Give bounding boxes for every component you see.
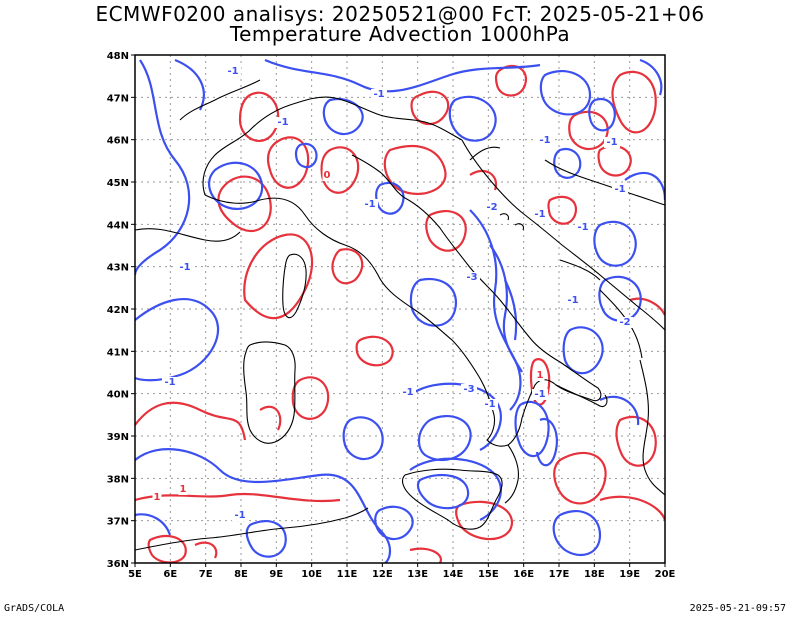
negative-advection-contours bbox=[135, 58, 665, 563]
x-tick-label: 19E bbox=[619, 569, 640, 580]
negative-contour-label: -1 bbox=[227, 66, 238, 77]
y-tick-label: 46N bbox=[107, 136, 129, 147]
negative-contour-label: -1 bbox=[402, 387, 413, 398]
negative-contour-label-bg bbox=[565, 295, 581, 306]
negative-contour-label-bg bbox=[461, 384, 477, 395]
map-title: ECMWF0200 analisys: 20250521@00 FcT: 202… bbox=[95, 2, 705, 26]
latitude-axis: 48N 47N 46N 45N 44N 43N 42N 41N 40N 39N 38N 37N 36N bbox=[107, 51, 135, 570]
y-tick-label: 39N bbox=[107, 432, 129, 443]
negative-contour-label: -1 bbox=[364, 199, 375, 210]
negative-contour-label: -1 bbox=[179, 262, 190, 273]
negative-contour-label: -2 bbox=[619, 317, 630, 328]
negative-contour-label-bg bbox=[604, 137, 620, 148]
x-tick-label: 20E bbox=[655, 569, 676, 580]
negative-contour-label-bg bbox=[162, 377, 178, 388]
positive-contour-label: 0 bbox=[324, 170, 331, 181]
x-tick-label: 10E bbox=[301, 569, 322, 580]
negative-contour-label: -1 bbox=[534, 209, 545, 220]
x-tick-label: 11E bbox=[337, 569, 358, 580]
x-tick-label: 16E bbox=[513, 569, 534, 580]
negative-contour-label: -3 bbox=[466, 272, 477, 283]
negative-contour-label-bg bbox=[371, 89, 387, 100]
negative-contour-label-bg bbox=[532, 389, 548, 400]
negative-contour-label-bg bbox=[537, 135, 553, 146]
y-tick-label: 40N bbox=[107, 390, 129, 401]
negative-contour-label: -1 bbox=[164, 377, 175, 388]
y-tick-label: 44N bbox=[107, 220, 129, 231]
x-tick-label: 17E bbox=[549, 569, 570, 580]
positive-contour-label-bg bbox=[178, 484, 188, 495]
negative-contour-label: -1 bbox=[606, 137, 617, 148]
positive-contour-label: 1 bbox=[154, 492, 161, 503]
negative-contour-label: -1 bbox=[277, 117, 288, 128]
x-tick-label: 5E bbox=[128, 569, 142, 580]
negative-contour-label: -3 bbox=[463, 384, 474, 395]
negative-contour-label: -1 bbox=[373, 89, 384, 100]
y-tick-label: 38N bbox=[107, 474, 129, 485]
positive-contour-label: 1 bbox=[180, 484, 187, 495]
negative-contour-label: -1 bbox=[534, 389, 545, 400]
positive-contour-labels: 0 1 1 1 bbox=[152, 170, 545, 503]
x-tick-label: 12E bbox=[372, 569, 393, 580]
negative-contour-label: -2 bbox=[486, 202, 497, 213]
negative-contour-label-bg bbox=[177, 262, 193, 273]
y-tick-label: 45N bbox=[107, 178, 129, 189]
negative-contour-label-bg bbox=[362, 199, 378, 210]
negative-contour-label-bg bbox=[400, 387, 416, 398]
x-tick-label: 14E bbox=[443, 569, 464, 580]
y-tick-label: 48N bbox=[107, 51, 129, 62]
negative-contour-label-bg bbox=[612, 184, 628, 195]
negative-contour-labels: -1 -1 -1 -1 -1 -1 -2 -1 -1 -1 -3 -1 -2 -3 -1 -1 -1 -1 -1 -1 bbox=[162, 66, 633, 521]
negative-contour-label: -1 bbox=[539, 135, 550, 146]
negative-contour-label-bg bbox=[232, 510, 248, 521]
render-timestamp: 2025-05-21-09:57 bbox=[689, 603, 786, 614]
x-tick-label: 13E bbox=[407, 569, 428, 580]
positive-contour-label: 1 bbox=[537, 370, 544, 381]
negative-contour-label-bg bbox=[575, 222, 591, 233]
y-tick-label: 42N bbox=[107, 305, 129, 316]
negative-contour-label-bg bbox=[617, 317, 633, 328]
negative-contour-label: -1 bbox=[234, 510, 245, 521]
negative-contour-label-bg bbox=[225, 66, 241, 77]
graticule bbox=[135, 55, 665, 563]
y-tick-label: 47N bbox=[107, 93, 129, 104]
x-tick-label: 8E bbox=[234, 569, 248, 580]
positive-contour-label-bg bbox=[535, 370, 545, 381]
positive-contour-label-bg bbox=[322, 170, 332, 181]
y-tick-label: 43N bbox=[107, 263, 129, 274]
longitude-axis: 5E 6E 7E 8E 9E 10E 11E 12E 13E 14E 15E 16E 17E 18E 19E… bbox=[128, 563, 676, 580]
negative-contour-label: -1 bbox=[567, 295, 578, 306]
negative-contour-label-bg bbox=[482, 399, 498, 410]
negative-contour-label-bg bbox=[484, 202, 500, 213]
x-tick-label: 9E bbox=[269, 569, 283, 580]
negative-contour-label-bg bbox=[464, 272, 480, 283]
y-tick-label: 37N bbox=[107, 517, 129, 528]
negative-contour-label: -1 bbox=[577, 222, 588, 233]
negative-contour-label: -1 bbox=[484, 399, 495, 410]
x-tick-label: 7E bbox=[199, 569, 213, 580]
x-tick-label: 15E bbox=[478, 569, 499, 580]
software-credit: GrADS/COLA bbox=[4, 603, 65, 614]
x-tick-label: 6E bbox=[163, 569, 177, 580]
positive-contour-label-bg bbox=[152, 492, 162, 503]
negative-contour-label-bg bbox=[532, 209, 548, 220]
y-tick-label: 41N bbox=[107, 347, 129, 358]
negative-contour-label-bg bbox=[275, 117, 291, 128]
negative-contour-label: -1 bbox=[614, 184, 625, 195]
y-tick-label: 36N bbox=[107, 559, 129, 570]
map-subtitle: Temperature Advection 1000hPa bbox=[229, 22, 571, 46]
coastlines bbox=[134, 79, 666, 551]
x-tick-label: 18E bbox=[584, 569, 605, 580]
